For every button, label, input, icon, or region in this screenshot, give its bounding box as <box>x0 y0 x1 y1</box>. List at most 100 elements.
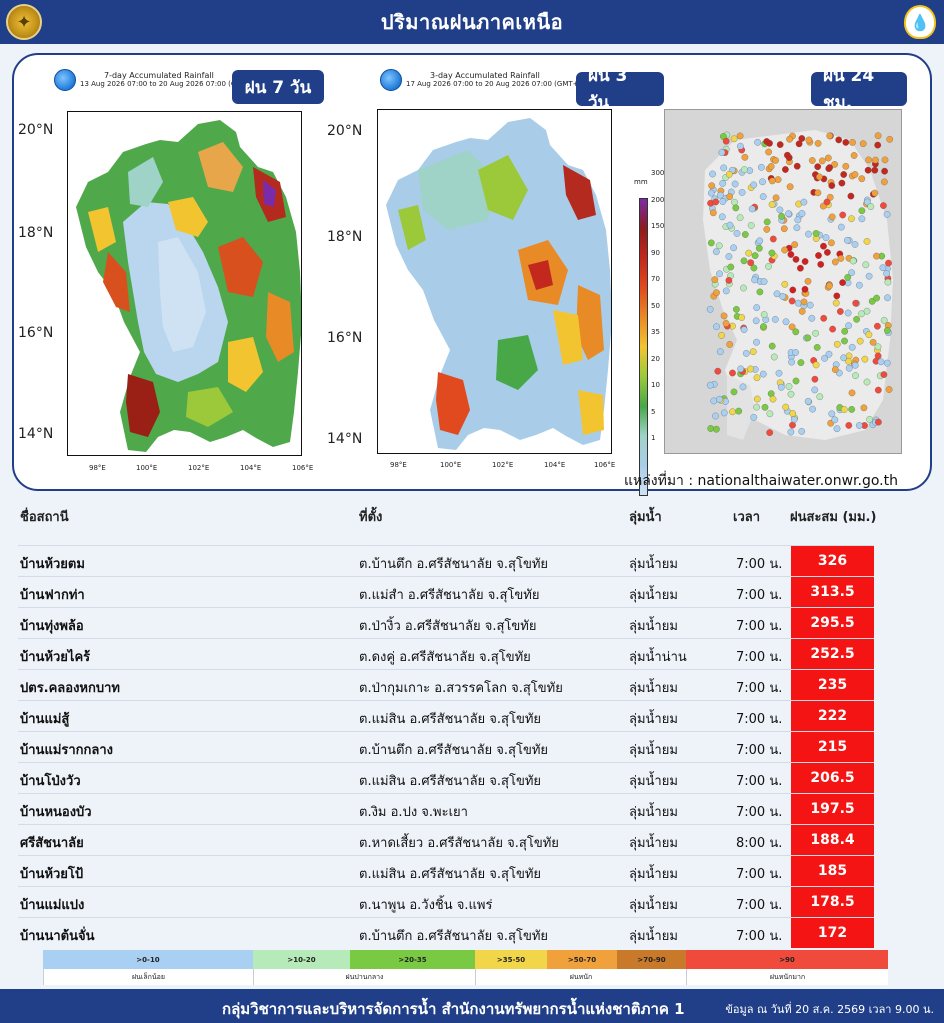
rain-station-marker <box>859 140 867 148</box>
rain-station-marker <box>763 218 771 226</box>
rain-station-marker <box>785 383 793 390</box>
rain-station-marker <box>797 359 805 366</box>
badge-24-hour[interactable]: ฝน 24 ชม. <box>811 66 907 113</box>
rain-station-marker <box>760 311 768 318</box>
rain-station-marker <box>832 299 840 307</box>
rain-station-marker <box>881 178 888 186</box>
rain-value: 295.5 <box>791 608 874 638</box>
rain-station-marker <box>754 138 761 146</box>
rain-station-marker <box>848 215 855 223</box>
row-divider <box>18 576 874 577</box>
rain-station-marker <box>856 337 864 345</box>
legend-range: >90 <box>686 950 888 969</box>
station-location: ต.บ้านตึก อ.ศรีสัชนาลัย จ.สุโขทัย <box>359 743 549 758</box>
colorbar <box>639 198 648 496</box>
rain-station-marker <box>716 395 723 403</box>
rain-station-marker <box>748 205 756 213</box>
station-basin: ลุ่มน้ำยม <box>629 712 678 727</box>
station-basin: ลุ่มน้ำยม <box>629 898 678 913</box>
rain-station-marker <box>768 249 776 257</box>
rain-station-marker <box>788 297 796 305</box>
colorbar-unit: mm <box>634 178 648 186</box>
col-header-basin: ลุ่มน้ำ <box>629 510 662 525</box>
station-location: ต.แม่สิน อ.ศรีสัชนาลัย จ.สุโขทัย <box>359 867 542 882</box>
station-time: 7:00 น. <box>736 743 783 758</box>
rain-station-marker <box>782 166 789 173</box>
rain-station-marker <box>760 278 768 285</box>
lat-label: 16°N <box>18 325 54 341</box>
rain-station-marker <box>766 410 774 418</box>
rain-station-marker <box>747 222 755 229</box>
rain-station-marker <box>718 332 725 339</box>
lat-label: 16°N <box>327 330 363 346</box>
station-location: ต.ป่างิ้ว อ.ศรีสัชนาลัย จ.สุโขทัย <box>359 619 537 634</box>
station-time: 7:00 น. <box>736 774 783 789</box>
rain-station-marker <box>765 148 772 156</box>
rain-station-marker <box>732 204 740 212</box>
station-time: 7:00 น. <box>736 650 783 665</box>
station-name: บ้านแม่สู้ <box>20 712 70 727</box>
row-divider <box>18 824 874 825</box>
rain-station-marker <box>850 152 858 159</box>
rain-station-marker <box>858 207 866 215</box>
rain-station-marker <box>731 180 739 188</box>
rain-station-marker <box>756 237 764 245</box>
rain-station-marker <box>716 270 723 278</box>
rain-station-marker <box>812 230 820 237</box>
station-time: 7:00 น. <box>736 898 783 913</box>
lat-label: 14°N <box>327 431 363 447</box>
rain-station-marker <box>707 239 715 247</box>
rain-station-marker <box>852 299 860 307</box>
rain-station-marker <box>842 162 850 170</box>
rain-station-marker <box>845 422 853 429</box>
station-time: 7:00 น. <box>736 929 783 944</box>
row-divider <box>18 700 874 701</box>
rain-station-marker <box>730 244 737 252</box>
legend-category: ฝนเล็กน้อย <box>43 969 253 985</box>
rain-station-marker <box>736 214 744 222</box>
rain-station-marker <box>881 167 888 175</box>
rain-station-marker <box>841 327 849 335</box>
colorbar-label: 35 <box>651 328 660 336</box>
legend-range: >70-90 <box>617 950 686 969</box>
rain-station-marker <box>804 397 812 405</box>
rain-station-marker <box>844 309 852 317</box>
rain-station-marker <box>858 215 866 223</box>
station-time: 7:00 น. <box>736 619 783 634</box>
rain-station-marker <box>776 141 784 148</box>
rain-station-marker <box>747 259 755 267</box>
rain-station-marker <box>871 189 879 197</box>
rain-station-marker <box>712 198 720 206</box>
rain-station-marker <box>885 259 892 267</box>
rain-station-marker <box>749 348 757 356</box>
rain-station-marker <box>874 386 882 394</box>
rain-station-marker <box>788 358 795 366</box>
rain-station-marker <box>710 397 718 405</box>
rain-station-marker <box>713 323 720 331</box>
badge-3-day[interactable]: ฝน 3 วัน <box>576 66 664 113</box>
badge-7-day[interactable]: ฝน 7 วัน <box>232 70 324 104</box>
rain-station-marker <box>818 157 826 165</box>
station-basin: ลุ่มน้ำยม <box>629 743 678 758</box>
station-location: ต.นาพูน อ.วังชิ้น จ.แพร่ <box>359 898 493 913</box>
station-basin: ลุ่มน้ำยม <box>629 557 678 572</box>
rain-value: 185 <box>791 856 874 886</box>
rain-station-marker <box>726 193 733 200</box>
rain-station-marker <box>845 358 852 365</box>
rain-station-marker <box>706 305 714 313</box>
station-location: ต.บ้านตึก อ.ศรีสัชนาลัย จ.สุโขทัย <box>359 557 549 572</box>
rain-station-marker <box>840 171 848 178</box>
rain-station-marker <box>791 241 799 248</box>
rain-station-marker <box>874 322 881 330</box>
rain-station-marker <box>811 386 819 394</box>
rain-drop-icon <box>54 69 76 91</box>
rain-station-marker <box>841 337 848 345</box>
rain-station-marker <box>715 242 723 250</box>
ministry-logo-icon: ✦ <box>6 4 42 40</box>
station-location: ต.แม่สิน อ.ศรีสัชนาลัย จ.สุโขทัย <box>359 774 542 789</box>
rain-station-marker <box>718 149 726 156</box>
rain-station-marker <box>772 157 779 164</box>
rain-station-marker <box>837 255 845 262</box>
map-24-hour <box>664 109 902 454</box>
rain-station-marker <box>787 428 795 436</box>
